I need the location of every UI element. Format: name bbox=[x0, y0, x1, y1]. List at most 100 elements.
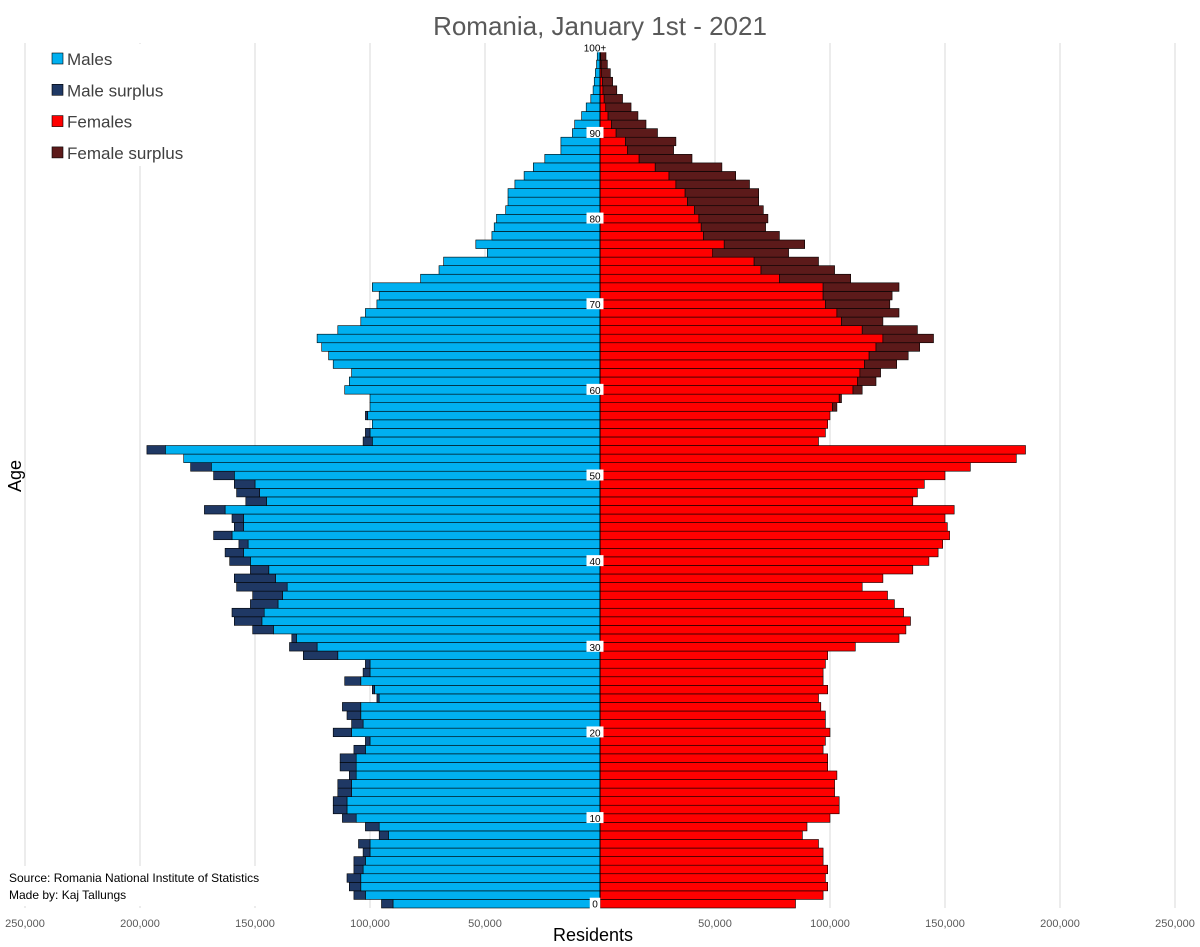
female-surplus-bar bbox=[859, 368, 881, 378]
female-bar bbox=[599, 453, 1017, 463]
male-bar bbox=[507, 196, 601, 207]
male-bar bbox=[475, 239, 601, 249]
female-bar bbox=[599, 890, 824, 900]
female-surplus-bar bbox=[603, 94, 623, 104]
female-bar bbox=[599, 239, 725, 249]
age-tick-background bbox=[586, 812, 604, 824]
female-surplus-bar bbox=[700, 222, 766, 232]
age-tick-label: 40 bbox=[589, 557, 601, 568]
female-bar bbox=[599, 719, 826, 729]
male-bar bbox=[438, 265, 601, 275]
male-bar bbox=[486, 248, 601, 258]
male-surplus-bar bbox=[234, 522, 244, 532]
male-surplus-bar bbox=[362, 847, 371, 857]
legend: Males Male surplus Females Female surplus bbox=[40, 44, 190, 166]
x-tick-labels: 250,000 200,000 150,000 100,000 50,000 50,000… bbox=[5, 918, 1195, 930]
female-bar bbox=[599, 822, 808, 832]
male-surplus-bar bbox=[353, 856, 366, 866]
female-surplus-bar bbox=[861, 325, 918, 335]
male-bar bbox=[247, 539, 601, 549]
age-tick-background bbox=[586, 469, 604, 481]
male-bar bbox=[369, 659, 601, 669]
female-bar bbox=[599, 359, 865, 369]
age-tick-background bbox=[589, 897, 601, 909]
female-bar bbox=[599, 488, 918, 498]
female-bar bbox=[599, 625, 907, 635]
female-bar bbox=[599, 410, 831, 421]
female-bar bbox=[599, 685, 828, 695]
legend-background bbox=[40, 44, 190, 166]
female-surplus-bar bbox=[831, 402, 838, 412]
female-surplus-bar bbox=[852, 385, 863, 395]
female-bar bbox=[599, 744, 824, 755]
female-surplus-bar bbox=[836, 308, 900, 318]
male-surplus-bar bbox=[213, 470, 235, 481]
male-surplus-bar bbox=[238, 539, 249, 549]
female-bar bbox=[599, 505, 955, 515]
age-tick-label: 10 bbox=[589, 814, 601, 825]
male-surplus-bar bbox=[332, 804, 348, 815]
female-bar bbox=[599, 316, 842, 326]
male-bar bbox=[268, 565, 601, 575]
male-bar bbox=[360, 316, 601, 326]
male-surplus-bar bbox=[344, 676, 362, 686]
female-bar bbox=[599, 479, 925, 489]
male-surplus-bar bbox=[234, 573, 277, 583]
female-bar bbox=[599, 154, 640, 164]
female-surplus-bar bbox=[675, 179, 750, 189]
male-surplus-bar bbox=[245, 496, 267, 506]
male-surplus-bar bbox=[204, 505, 226, 515]
female-bar bbox=[599, 770, 838, 780]
female-surplus-bar bbox=[627, 145, 674, 155]
age-tick-background bbox=[586, 726, 604, 738]
male-bar bbox=[261, 616, 601, 626]
male-surplus-bar bbox=[337, 787, 352, 797]
female-surplus-bar bbox=[600, 59, 608, 69]
male-surplus-bar bbox=[146, 445, 166, 455]
female-surplus-bar bbox=[601, 68, 611, 78]
male-bar bbox=[371, 436, 601, 446]
female-bar bbox=[599, 650, 828, 660]
female-bar bbox=[599, 308, 838, 318]
male-bar bbox=[505, 205, 601, 215]
female-bar bbox=[599, 351, 870, 361]
male-surplus-bar bbox=[342, 702, 362, 712]
female-bar bbox=[599, 436, 819, 446]
female-bar bbox=[599, 813, 831, 823]
age-tick-background bbox=[586, 126, 604, 138]
female-bar bbox=[599, 804, 840, 815]
female-bar bbox=[599, 616, 911, 626]
female-bar bbox=[599, 94, 605, 104]
male-bar bbox=[351, 727, 601, 738]
male-bar bbox=[592, 85, 601, 95]
x-tick-label: 100,000 bbox=[350, 918, 390, 930]
male-surplus-bar bbox=[291, 633, 297, 643]
female-surplus-bar bbox=[602, 85, 618, 95]
male-bar bbox=[243, 547, 601, 558]
male-surplus-bar bbox=[353, 864, 364, 875]
male-bar bbox=[420, 273, 601, 284]
female-surplus-bar bbox=[624, 136, 677, 147]
age-tick-background bbox=[586, 640, 604, 652]
male-bar bbox=[585, 102, 601, 112]
female-bar bbox=[599, 205, 695, 215]
female-bar bbox=[599, 864, 828, 875]
male-surplus-bar bbox=[346, 873, 362, 883]
female-surplus-bar bbox=[875, 342, 921, 352]
male-surplus-bar bbox=[346, 710, 362, 720]
male-bar bbox=[332, 359, 601, 369]
female-bar bbox=[599, 145, 628, 155]
female-bar bbox=[599, 847, 824, 857]
male-bar bbox=[344, 385, 601, 395]
female-bar bbox=[599, 787, 835, 797]
female-surplus-bar bbox=[611, 119, 647, 129]
male-surplus-bar bbox=[339, 753, 357, 763]
male-surplus-bar bbox=[234, 616, 263, 626]
female-bar bbox=[599, 188, 686, 198]
male-bar bbox=[286, 582, 601, 592]
female-surplus-bar bbox=[607, 111, 639, 121]
male-surplus-bar bbox=[348, 770, 357, 780]
female-surplus-bar bbox=[693, 205, 764, 215]
male-bar bbox=[496, 213, 601, 224]
male-surplus-bar bbox=[302, 650, 339, 660]
